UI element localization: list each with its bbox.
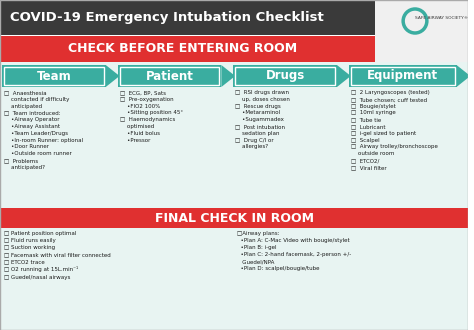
Text: Drugs: Drugs bbox=[265, 70, 305, 82]
Text: □  2 Laryngoscopes (tested)
□  Tube chosen; cuff tested
□  Bougie/stylet
□  10ml: □ 2 Laryngoscopes (tested) □ Tube chosen… bbox=[351, 90, 438, 170]
Bar bbox=[375, 0, 468, 45]
Bar bbox=[0, 36, 375, 62]
Text: □  ECG, BP, Sats
□  Pre-oxygenation
    •FIO2 100%
    •Sitting position 45°
□  : □ ECG, BP, Sats □ Pre-oxygenation •FIO2 … bbox=[119, 90, 182, 143]
Bar bbox=[2, 65, 106, 87]
Bar bbox=[349, 65, 456, 87]
Text: Equipment: Equipment bbox=[367, 70, 438, 82]
Bar bbox=[0, 62, 468, 215]
Bar bbox=[351, 67, 455, 85]
Bar bbox=[119, 67, 219, 85]
Text: □  RSI drugs drawn
    up, doses chosen
□  Rescue drugs
    •Metaraminol
    •Su: □ RSI drugs drawn up, doses chosen □ Res… bbox=[235, 90, 290, 149]
Polygon shape bbox=[337, 65, 351, 87]
Bar bbox=[0, 0, 375, 35]
Text: Patient: Patient bbox=[146, 70, 193, 82]
Text: Team: Team bbox=[36, 70, 71, 82]
Polygon shape bbox=[221, 65, 235, 87]
Bar bbox=[4, 67, 104, 85]
Text: CHECK BEFORE ENTERING ROOM: CHECK BEFORE ENTERING ROOM bbox=[68, 43, 297, 55]
Bar bbox=[118, 65, 221, 87]
Bar bbox=[233, 65, 337, 87]
Bar bbox=[0, 208, 468, 228]
Bar bbox=[235, 67, 335, 85]
Polygon shape bbox=[456, 65, 470, 87]
Text: □  Anaesthesia
    contacted if difficulty
    anticipated
□  Team introduced:
 : □ Anaesthesia contacted if difficulty an… bbox=[4, 90, 83, 170]
Text: SAFE AIRWAY SOCIETY®: SAFE AIRWAY SOCIETY® bbox=[415, 16, 468, 20]
Text: □ Patient position optimal
□ Fluid runs easily
□ Suction working
□ Facemask with: □ Patient position optimal □ Fluid runs … bbox=[4, 231, 111, 280]
Bar bbox=[375, 36, 468, 62]
Text: COVID-19 Emergency Intubation Checklist: COVID-19 Emergency Intubation Checklist bbox=[10, 12, 324, 24]
Polygon shape bbox=[106, 65, 119, 87]
Text: □Airway plans:
  •Plan A: C-Mac Video with bougie/stylet
  •Plan B: i-gel
  •Pla: □Airway plans: •Plan A: C-Mac Video with… bbox=[237, 231, 351, 271]
Bar bbox=[0, 228, 468, 330]
Text: FINAL CHECK IN ROOM: FINAL CHECK IN ROOM bbox=[155, 212, 314, 224]
